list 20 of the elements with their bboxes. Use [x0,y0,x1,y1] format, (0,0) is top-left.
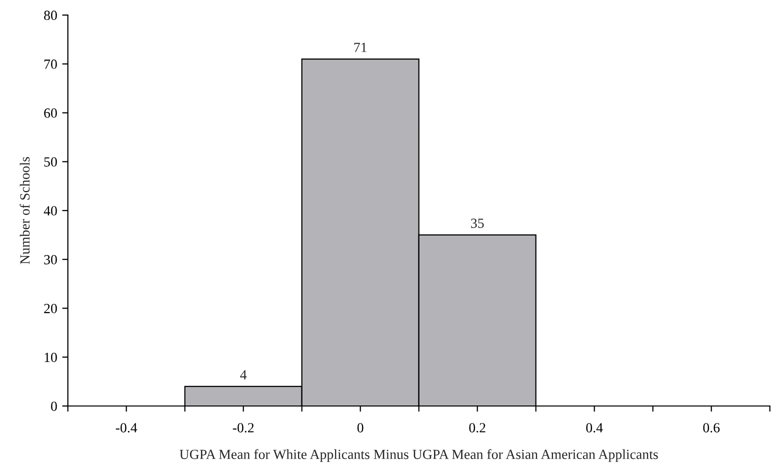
x-tick-label: 0 [357,423,364,432]
x-tick-label: 0.2 [469,423,486,433]
data-label: 35 [471,218,484,228]
y-tick-label: 20 [44,304,57,314]
y-tick-label: 0 [51,402,57,411]
x-tick-label: -0.4 [116,423,138,433]
y-tick-label: 50 [44,157,57,167]
y-tick-label: 70 [44,60,57,69]
x-tick-label: 0.6 [703,423,720,433]
x-tick-label: -0.2 [232,423,254,433]
y-tick-label: 10 [44,352,57,362]
y-tick-label: 80 [44,10,57,20]
y-tick-label: 40 [44,206,57,216]
data-label: 71 [354,42,366,52]
x-tick-label: 0.4 [586,423,603,433]
y-tick-label: 60 [44,108,57,118]
y-axis-title: Number of Schools [20,157,30,264]
y-tick-label: 30 [44,254,57,264]
data-label: 4 [240,370,247,380]
x-axis-title: UGPA Mean for White Applicants Minus UGPA Mean for Asian American Applicants [180,449,658,462]
